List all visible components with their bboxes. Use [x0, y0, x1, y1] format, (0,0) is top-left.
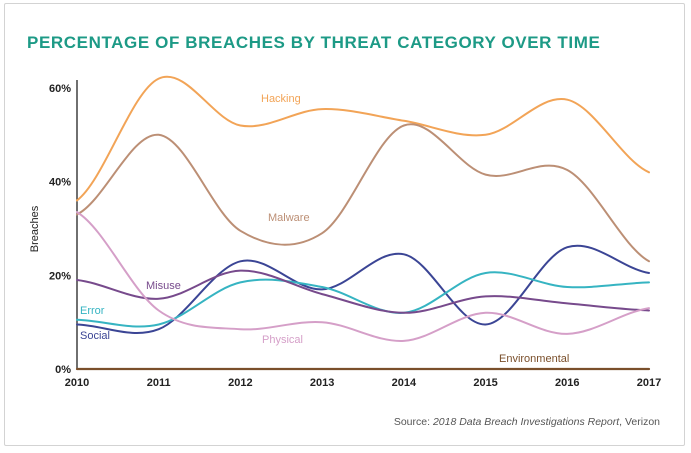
y-axis-label: Breaches — [29, 205, 41, 252]
series-label-error: Error — [80, 305, 105, 317]
series-line-hacking — [76, 75, 650, 202]
series-label-malware: Malware — [268, 212, 310, 224]
y-tick-label: 60% — [49, 83, 71, 95]
y-tick-label: 40% — [49, 177, 71, 189]
series-label-misuse: Misuse — [146, 280, 181, 292]
x-tick-label: 2015 — [473, 377, 497, 389]
chart-title: PERCENTAGE OF BREACHES BY THREAT CATEGOR… — [27, 33, 601, 52]
y-axis: 0% 20% 40% 60% — [49, 80, 78, 376]
source-prefix: Source: — [393, 416, 433, 428]
y-tick-label: 20% — [49, 270, 71, 282]
series-line-malware — [76, 123, 650, 263]
source-suffix: , Verizon — [619, 416, 660, 428]
source-note: Source: 2018 Data Breach Investigations … — [394, 416, 660, 428]
y-tick-label: 0% — [55, 364, 71, 376]
x-axis: 2010 2011 2012 2013 2014 2015 2016 2017 — [65, 368, 661, 389]
x-tick-label: 2013 — [310, 377, 334, 389]
x-tick-label: 2014 — [392, 377, 417, 389]
source-report: 2018 Data Breach Investigations Report — [432, 416, 620, 428]
x-tick-label: 2012 — [228, 377, 252, 389]
x-tick-label: 2011 — [147, 377, 171, 389]
series-line-error — [76, 271, 650, 328]
series-lines — [75, 75, 651, 371]
x-tick-label: 2016 — [555, 377, 579, 389]
series-labels: Hacking Malware Social Error Misuse Physical E… — [80, 93, 569, 365]
series-label-environmental: Environmental — [499, 353, 569, 365]
series-label-hacking: Hacking — [261, 93, 301, 105]
chart-card: PERCENTAGE OF BREACHES BY THREAT CATEGOR… — [4, 3, 685, 446]
series-line-physical — [76, 211, 650, 342]
x-tick-label: 2010 — [65, 377, 89, 389]
series-label-physical: Physical — [262, 334, 303, 346]
series-line-misuse — [76, 269, 650, 314]
x-tick-label: 2017 — [637, 377, 661, 389]
series-label-social: Social — [80, 330, 110, 342]
